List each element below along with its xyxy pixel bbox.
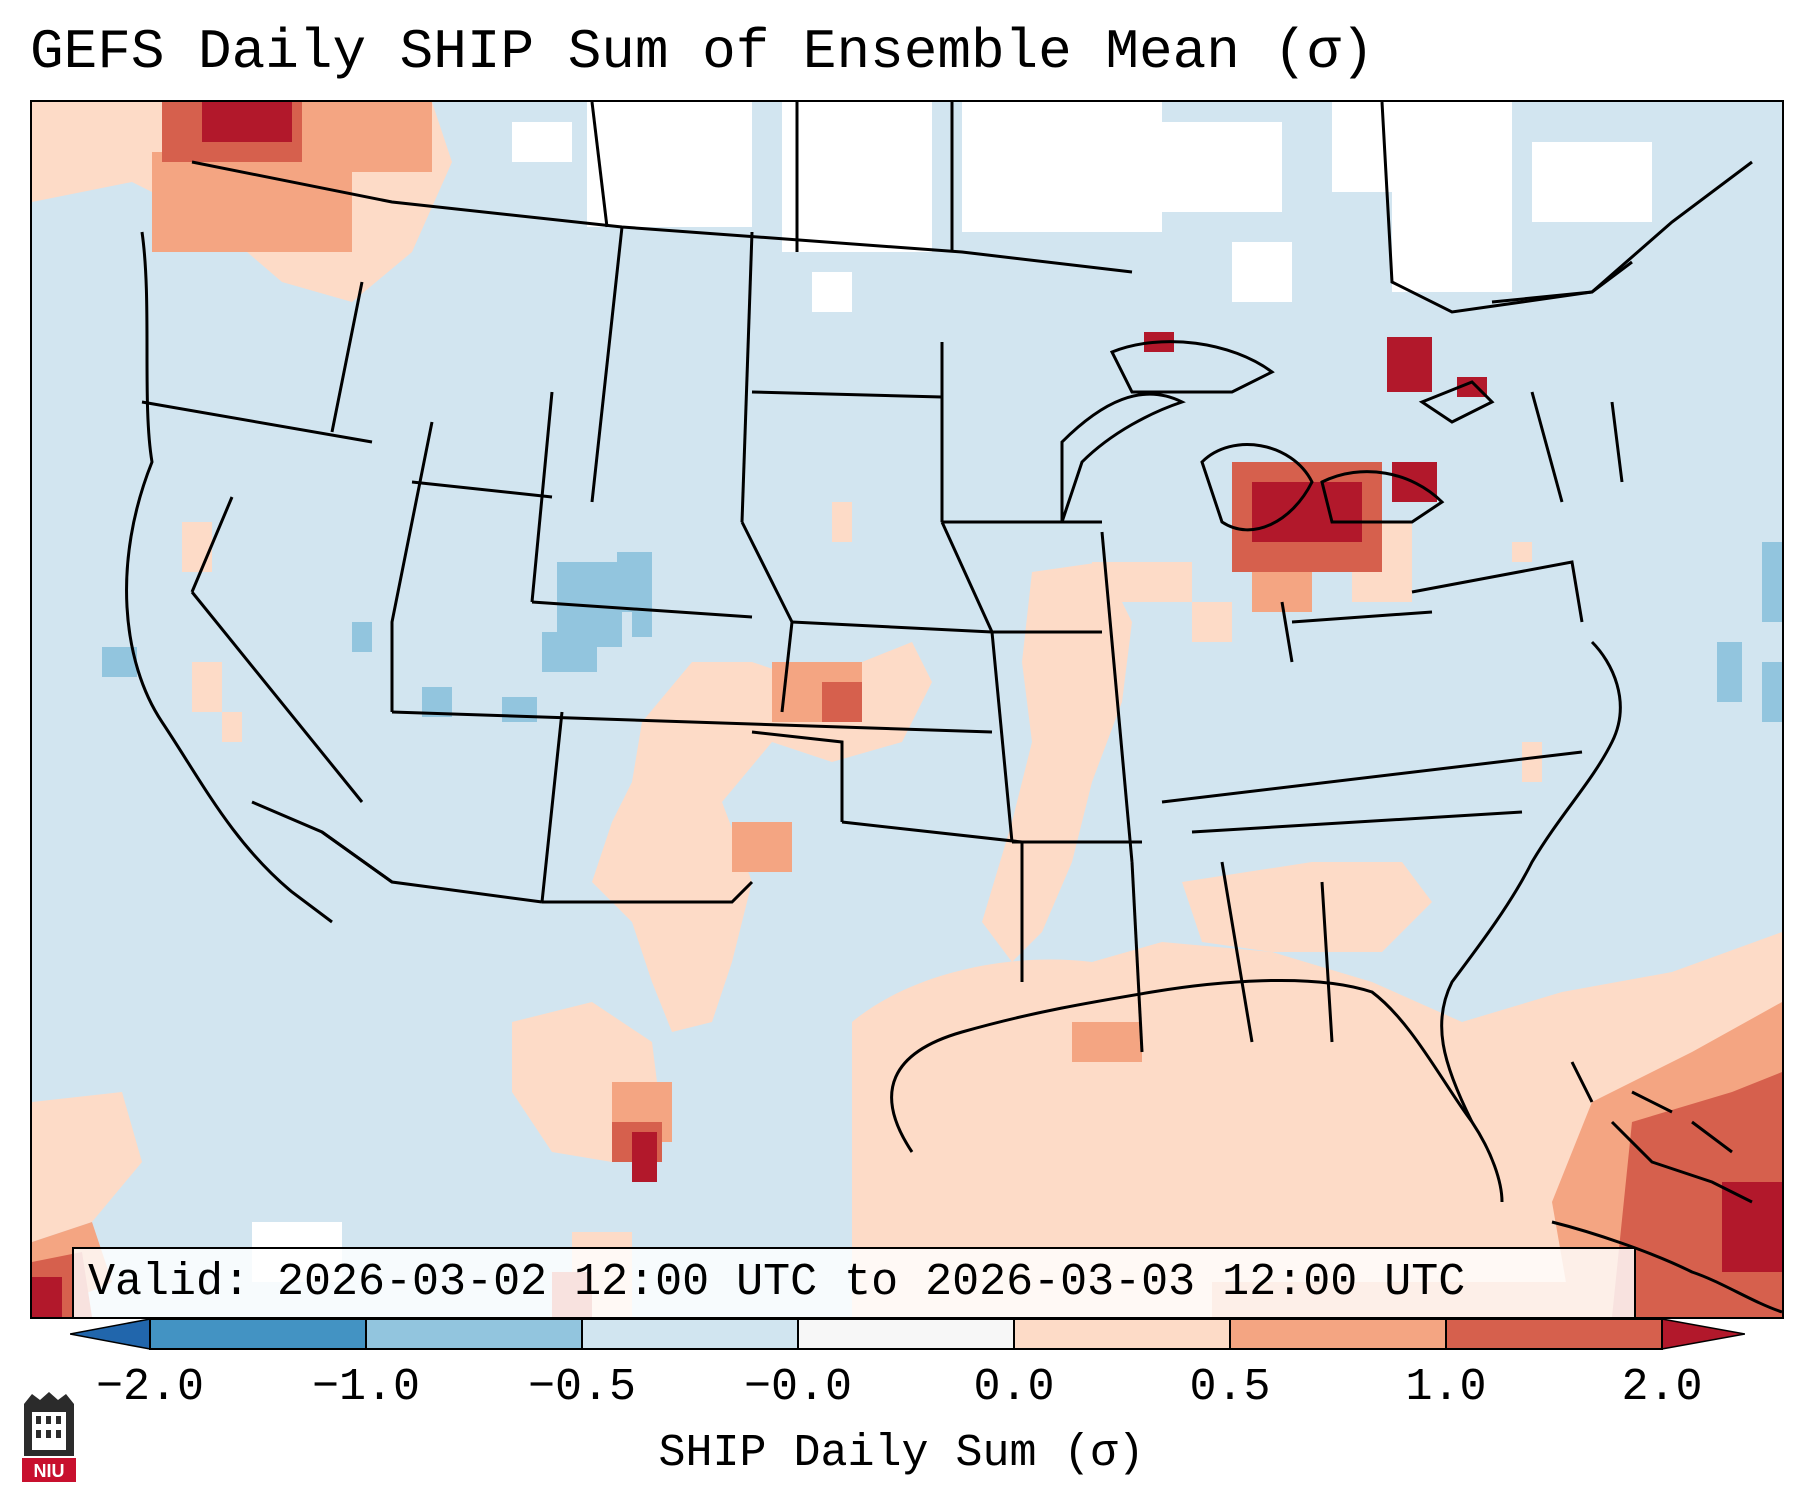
colorbar-extend-low bbox=[70, 1318, 151, 1350]
colorbar-segment bbox=[798, 1319, 1014, 1349]
colorbar-tick-label: 0.5 bbox=[1189, 1362, 1271, 1413]
colorbar-segment bbox=[150, 1319, 366, 1349]
colorbar-tick-label: 2.0 bbox=[1621, 1362, 1703, 1413]
colorbar-segment bbox=[1230, 1319, 1446, 1349]
colorbar-ticks bbox=[149, 1319, 1663, 1349]
highest-spots bbox=[32, 102, 1782, 1317]
colorbar-tick-label: 0.0 bbox=[973, 1362, 1055, 1413]
chart-title: GEFS Daily SHIP Sum of Ensemble Mean (σ) bbox=[30, 20, 1375, 84]
colorbar-extend-high bbox=[1661, 1318, 1745, 1350]
valid-time-text: Valid: 2026-03-02 12:00 UTC to 2026-03-0… bbox=[88, 1257, 1466, 1308]
colorbar-tick-label: 1.0 bbox=[1405, 1362, 1487, 1413]
near-zero-regions bbox=[252, 102, 1652, 1282]
niu-logo: NIU bbox=[22, 1392, 76, 1482]
valid-run-info-box: Valid: 2026-03-02 12:00 UTC to 2026-03-0… bbox=[72, 1247, 1636, 1317]
colorbar-tick-label: −0.5 bbox=[527, 1362, 637, 1413]
map-canvas bbox=[32, 102, 1782, 1317]
run-time-text: Run: 2026-02-13 00:00 UTC bbox=[88, 1311, 817, 1317]
colorbar-tick-label: −1.0 bbox=[311, 1362, 421, 1413]
colorbar-tick-label: −0.0 bbox=[743, 1362, 853, 1413]
colorbar-segment bbox=[582, 1319, 798, 1349]
map-panel: Valid: 2026-03-02 12:00 UTC to 2026-03-0… bbox=[30, 100, 1784, 1319]
colorbar-segment bbox=[366, 1319, 582, 1349]
colorbar-segment bbox=[1446, 1319, 1662, 1349]
colorbar-tick-label: −2.0 bbox=[95, 1362, 205, 1413]
niu-logo-text: NIU bbox=[34, 1461, 65, 1481]
colorbar-label: SHIP Daily Sum (σ) bbox=[658, 1428, 1145, 1479]
coastlines bbox=[890, 340, 1782, 1314]
political-boundaries bbox=[125, 102, 1753, 1053]
colorbar bbox=[70, 1318, 1745, 1350]
colorbar-segment bbox=[1014, 1319, 1230, 1349]
